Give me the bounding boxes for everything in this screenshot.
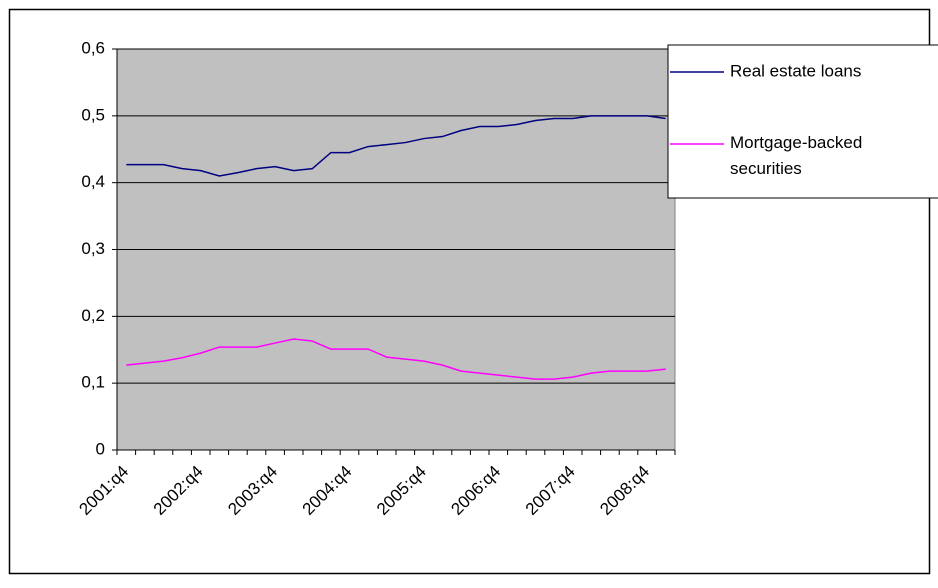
y-tick-label: 0,2 [81, 306, 105, 325]
legend-label: Mortgage-backed securities [730, 133, 862, 178]
y-tick-label: 0 [96, 439, 105, 458]
y-tick-label: 0,6 [81, 38, 105, 57]
series-line [126, 115, 666, 177]
y-tick-label: 0,1 [81, 373, 105, 392]
y-tick-label: 0,4 [81, 172, 105, 191]
y-tick-label: 0,3 [81, 239, 105, 258]
legend-label: Real estate loans [730, 61, 861, 80]
series-line [126, 338, 666, 380]
y-tick-label: 0,5 [81, 105, 105, 124]
legend-box [667, 44, 938, 199]
